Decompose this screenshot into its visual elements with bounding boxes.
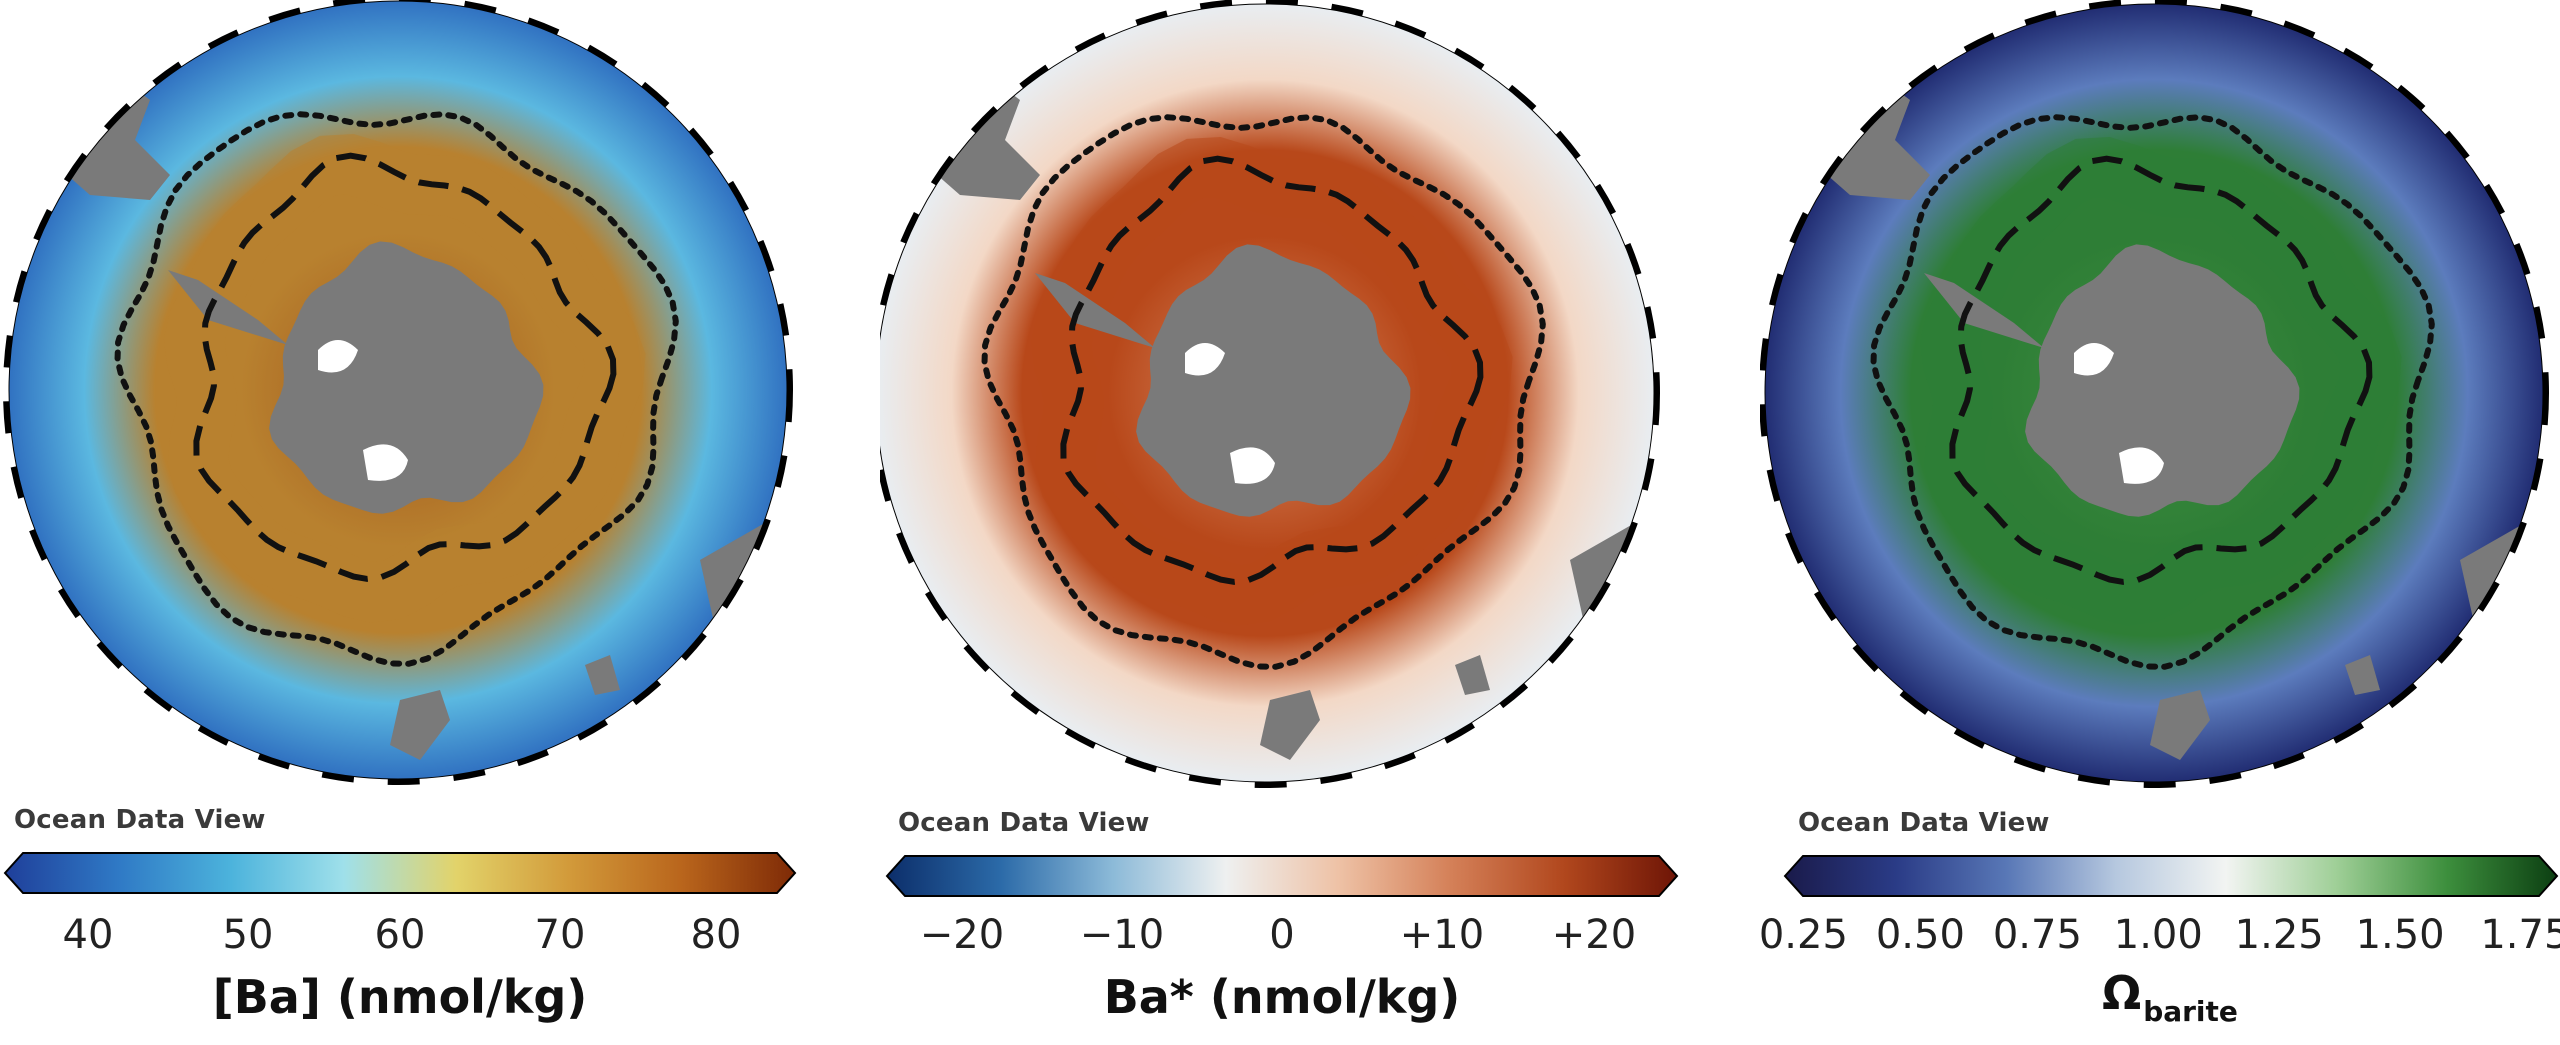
panel-bastar: Ocean Data View −20 −10 0 +10 +20 Ba* (nmol/… [880,0,1700,1045]
field-band [1030,137,1513,626]
land-antarctica [269,241,544,514]
colorbar-tick-label: 0 [1269,912,1295,958]
land-new-zealand [2150,690,2210,760]
polar-map-ba [3,0,793,785]
colorbar-tick-label: 0.25 [1758,912,1848,958]
colorbar-tick-label: −10 [1079,912,1165,958]
field-band [1919,137,2402,626]
colorbar-tick-label: +10 [1399,912,1485,958]
colorbar-ticks-bastar: −20 −10 0 +10 +20 [882,912,1682,962]
polar-map-omega [1760,0,2549,788]
land-tasmania [2345,655,2380,695]
map-frame-inner [1764,3,2544,783]
ice-shelf-weddell [1185,343,1225,376]
colorbar-title-omega: Ωbarite [1780,966,2560,1028]
ice-shelf-ross [1230,447,1275,484]
odv-watermark: Ocean Data View [898,808,1150,838]
front-dotted [114,111,679,667]
colorbar-title-text: Ω [2102,966,2142,1020]
front-dotted [981,114,1546,670]
land-antarctica [2025,244,2300,517]
land-antarctic-peninsula [168,270,288,345]
map-frame-dashes [880,0,1660,788]
map-frame-dashes [3,0,793,785]
ice-shelf-ross [2119,447,2164,484]
field-band [163,134,646,623]
polar-map-bastar [880,0,1660,788]
land-antarctic-peninsula [1924,273,2044,348]
colorbar-title-ba: [Ba] (nmol/kg) [0,970,800,1024]
land-antarctica [1136,244,1411,517]
colorbar-gradient [3,852,797,894]
colorbar-title-text: [Ba] (nmol/kg) [212,970,588,1024]
ice-shelf-weddell [318,340,358,373]
colorbar-tick-label: 1.50 [2355,912,2445,958]
land-tasmania [1455,655,1490,695]
colorbar-tick-label: 80 [690,912,742,958]
map-field [1762,1,2546,785]
map-frame-inner [8,0,788,780]
land-antarctic-peninsula [1035,273,1155,348]
colorbar-tick-label: 0.50 [1875,912,1965,958]
ice-shelf-weddell [2074,343,2114,376]
colorbar-ticks-omega: 0.25 0.50 0.75 1.00 1.25 1.50 1.75 [1759,912,2560,962]
colorbar-title-subscript: barite [2143,995,2238,1028]
front-dotted [1870,114,2435,670]
colorbar-tick-label: +20 [1551,912,1637,958]
colorbar-omega [1783,855,2559,897]
land-tasmania [585,655,620,695]
colorbar-title-text: Ba* (nmol/kg) [1103,970,1461,1024]
colorbar-tick-label: 1.25 [2234,912,2324,958]
panel-omega: Ocean Data View 0.25 0.50 0.75 1.00 1.25 1.50… [1759,0,2560,1045]
colorbar-tick-label: 1.00 [2113,912,2203,958]
colorbar-tick-label: 60 [374,912,426,958]
odv-watermark: Ocean Data View [14,805,266,835]
colorbar-tick-label: 0.75 [1992,912,2082,958]
colorbar-ticks-ba: 40 50 60 70 80 [0,912,800,962]
colorbar-bastar [885,855,1679,897]
colorbar-title-bastar: Ba* (nmol/kg) [882,970,1682,1024]
colorbar-tick-label: 40 [62,912,114,958]
colorbar-ba [3,852,797,894]
map-frame-inner [880,3,1655,783]
land-new-zealand [390,690,450,760]
colorbar-tick-label: 70 [534,912,586,958]
colorbar-gradient [885,855,1679,897]
panel-ba: Ocean Data View 40 50 60 70 80 [Ba] (nmol/kg… [0,0,820,1045]
odv-watermark: Ocean Data View [1798,808,2050,838]
land-new-zealand [1260,690,1320,760]
map-frame-dashes [1760,0,2549,788]
map-field [880,1,1657,785]
colorbar-tick-label: 50 [222,912,274,958]
colorbar-gradient [1783,855,2559,897]
ice-shelf-ross [363,444,408,481]
colorbar-tick-label: 1.75 [2480,912,2560,958]
colorbar-tick-label: −20 [919,912,1005,958]
